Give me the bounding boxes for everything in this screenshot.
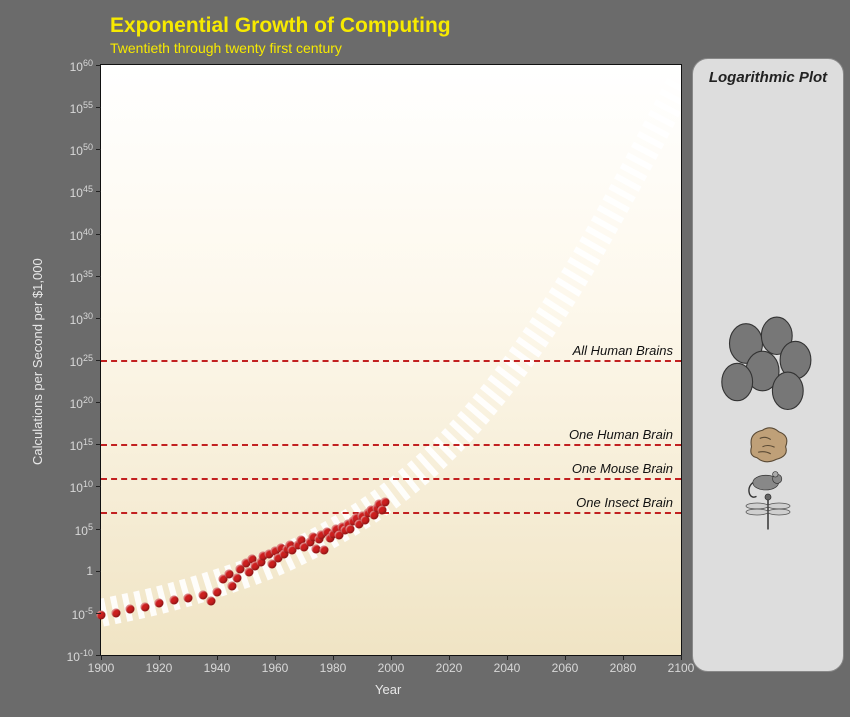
legend-illustration — [713, 305, 823, 415]
reference-line-label: One Human Brain — [569, 427, 673, 444]
y-tick-label: 105 — [75, 522, 93, 538]
data-point — [227, 581, 236, 590]
legend-illustration — [743, 487, 793, 537]
chart-frame: Exponential Growth of Computing Twentiet… — [0, 0, 850, 717]
reference-line — [101, 478, 681, 480]
data-point — [213, 587, 222, 596]
x-tick-label: 2000 — [378, 661, 405, 675]
plot-area: All Human Brains One Human Brain One Mouse… — [100, 64, 682, 656]
data-point — [224, 570, 233, 579]
y-tick-label: 1030 — [70, 311, 93, 327]
data-point — [169, 596, 178, 605]
y-tick-label: 10-5 — [72, 606, 93, 622]
data-point — [126, 604, 135, 613]
chart-title: Exponential Growth of Computing — [110, 14, 451, 38]
data-point — [311, 544, 320, 553]
data-point — [320, 545, 329, 554]
x-tick-label: 2020 — [436, 661, 463, 675]
reference-line — [101, 444, 681, 446]
y-tick-label: 1040 — [70, 227, 93, 243]
y-tick-label: 1010 — [70, 479, 93, 495]
chart-subtitle: Twentieth through twenty first century — [110, 40, 342, 56]
y-axis-label: Calculations per Second per $1,000 — [30, 258, 45, 465]
y-tick-label: 1025 — [70, 353, 93, 369]
data-point — [378, 506, 387, 515]
data-point — [97, 610, 106, 619]
x-tick-label: 1960 — [262, 661, 289, 675]
y-tick-label: 1 — [86, 564, 93, 578]
x-tick-label: 1900 — [88, 661, 115, 675]
x-tick-label: 2040 — [494, 661, 521, 675]
legend-title: Logarithmic Plot — [693, 69, 843, 86]
x-tick-label: 1940 — [204, 661, 231, 675]
y-tick-label: 1050 — [70, 142, 93, 158]
data-point — [111, 608, 120, 617]
x-tick-label: 1920 — [146, 661, 173, 675]
data-point — [184, 593, 193, 602]
y-tick-label: 1060 — [70, 58, 93, 74]
legend-panel: Logarithmic Plot — [692, 58, 844, 672]
x-axis-label: Year — [375, 682, 401, 697]
x-tick-label: 2080 — [610, 661, 637, 675]
data-point — [198, 591, 207, 600]
y-tick-label: 1035 — [70, 269, 93, 285]
data-point — [155, 598, 164, 607]
y-tick-label: 1020 — [70, 395, 93, 411]
reference-line-label: One Mouse Brain — [572, 461, 673, 478]
x-tick-label: 2100 — [668, 661, 695, 675]
y-tick-label: 1055 — [70, 100, 93, 116]
reference-line-label: All Human Brains — [573, 343, 673, 360]
y-tick-label: 1015 — [70, 437, 93, 453]
data-point — [207, 597, 216, 606]
reference-line — [101, 512, 681, 514]
x-tick-label: 1980 — [320, 661, 347, 675]
x-tick-label: 2060 — [552, 661, 579, 675]
dragonfly-icon — [743, 487, 793, 537]
data-point — [381, 497, 390, 506]
reference-line-label: One Insect Brain — [576, 495, 673, 512]
data-point — [140, 602, 149, 611]
human-heads-icon — [713, 305, 823, 415]
reference-line — [101, 360, 681, 362]
y-tick-label: 1045 — [70, 184, 93, 200]
data-point — [233, 574, 242, 583]
